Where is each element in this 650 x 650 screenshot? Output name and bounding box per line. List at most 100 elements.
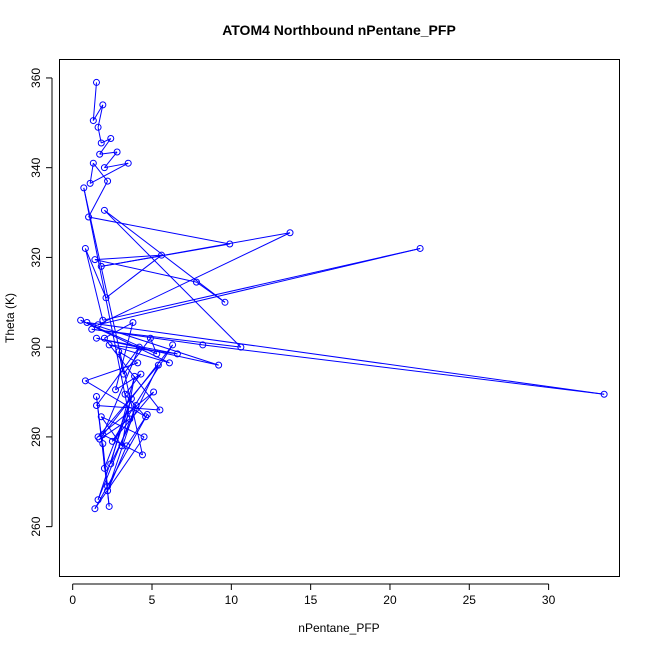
data-point: [173, 350, 181, 358]
x-tick-label: 20: [383, 593, 397, 607]
series-segment: [92, 162, 108, 182]
series-segment: [96, 346, 140, 406]
series-segment: [105, 254, 162, 299]
data-point: [105, 341, 113, 349]
series-segment: [104, 162, 129, 169]
data-point: [169, 341, 177, 349]
data-point: [100, 206, 108, 214]
series-segment: [84, 248, 107, 299]
data-point: [286, 229, 294, 237]
data-point: [108, 437, 116, 445]
series-segment: [83, 187, 131, 420]
data-point: [143, 410, 151, 418]
data-point: [100, 464, 108, 472]
data-point: [154, 361, 162, 369]
series-segment: [104, 322, 134, 339]
series-segment: [107, 445, 128, 491]
data-point: [99, 316, 107, 324]
series-segment: [101, 138, 111, 144]
data-point: [94, 321, 102, 329]
data-point: [88, 325, 96, 333]
x-tick-label: 25: [463, 593, 477, 607]
series-segment: [86, 321, 605, 395]
y-tick-label: 260: [29, 516, 43, 536]
data-point: [137, 370, 145, 378]
data-point: [94, 496, 102, 504]
series-segment: [101, 232, 291, 267]
data-point: [113, 148, 121, 156]
data-point: [153, 350, 161, 358]
x-tick-label: 30: [542, 593, 556, 607]
data-point: [97, 413, 105, 421]
data-point: [97, 139, 105, 147]
x-tick-label: 15: [304, 593, 318, 607]
series-segment: [88, 216, 230, 245]
series-segment: [107, 405, 137, 491]
data-point: [192, 278, 200, 286]
data-point: [123, 442, 131, 450]
y-tick-label: 320: [29, 247, 43, 267]
data-point: [100, 164, 108, 172]
series-segment: [97, 104, 104, 128]
data-point: [104, 482, 112, 490]
series-segment: [89, 162, 129, 184]
series-segment: [94, 436, 145, 509]
data-point: [121, 390, 129, 398]
data-point: [221, 298, 229, 306]
plot-area-frame: [59, 59, 620, 577]
data-point: [146, 334, 154, 342]
data-point: [80, 184, 88, 192]
series-segment: [85, 362, 138, 382]
data-point: [97, 262, 105, 270]
data-point: [91, 256, 99, 264]
data-point: [135, 343, 143, 351]
data-point: [118, 442, 126, 450]
series-segment: [94, 414, 148, 509]
data-point: [226, 240, 234, 248]
data-point: [158, 251, 166, 259]
data-point: [165, 359, 173, 367]
y-tick-label: 360: [29, 68, 43, 88]
series-segment: [103, 398, 132, 469]
series-segment: [102, 247, 421, 321]
y-tick-label: 280: [29, 427, 43, 447]
data-point: [96, 150, 104, 158]
series-layer: [77, 78, 608, 513]
y-axis: 260 280 300 320 340 360: [29, 68, 53, 537]
data-point: [112, 386, 120, 394]
chart-title: ATOM4 Northbound nPentane_PFP: [222, 22, 456, 38]
data-point: [126, 415, 134, 423]
series-segment: [202, 344, 605, 395]
data-point: [89, 159, 97, 167]
data-point: [86, 179, 94, 187]
series-segment: [118, 351, 138, 364]
series-segment: [92, 82, 97, 121]
data-point: [416, 244, 424, 252]
series-segment: [97, 247, 421, 326]
data-point: [131, 372, 139, 380]
data-point: [119, 370, 127, 378]
data-point: [156, 406, 164, 414]
data-point: [99, 101, 107, 109]
x-tick-label: 5: [149, 593, 156, 607]
data-point: [215, 361, 223, 369]
data-point: [85, 213, 93, 221]
data-point: [99, 440, 107, 448]
data-point: [199, 341, 207, 349]
data-point: [81, 377, 89, 385]
series-segment: [109, 344, 178, 355]
data-point: [237, 343, 245, 351]
series-segment: [126, 414, 148, 447]
y-tick-label: 300: [29, 337, 43, 357]
data-point: [107, 135, 115, 143]
data-point: [104, 177, 112, 185]
data-point: [124, 159, 132, 167]
x-tick-label: 0: [69, 593, 76, 607]
series-segment: [80, 319, 157, 355]
data-point: [92, 393, 100, 401]
series-segment: [84, 248, 104, 321]
series-segment: [94, 259, 197, 283]
data-point: [132, 401, 140, 409]
x-tick-label: 10: [225, 593, 239, 607]
